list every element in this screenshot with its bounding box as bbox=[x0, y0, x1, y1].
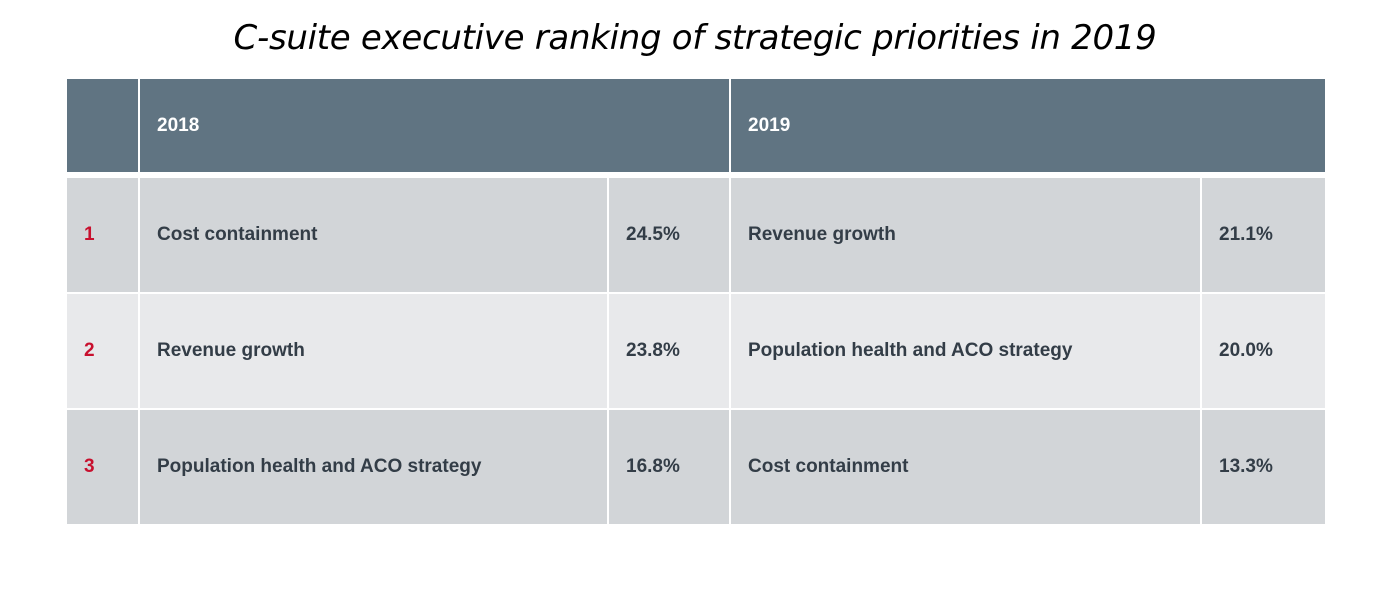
percent-2019-cell: 21.1% bbox=[1202, 178, 1325, 292]
priority-2019-cell: Population health and ACO strategy bbox=[731, 294, 1200, 408]
priority-2019-cell: Revenue growth bbox=[731, 178, 1200, 292]
percent-2019-cell: 20.0% bbox=[1202, 294, 1325, 408]
page-title: C-suite executive ranking of strategic p… bbox=[233, 18, 1157, 58]
rank-cell: 2 bbox=[67, 294, 138, 408]
header-year-2019: 2019 bbox=[731, 79, 1325, 172]
percent-2019-cell: 13.3% bbox=[1202, 410, 1325, 524]
rank-cell: 3 bbox=[67, 410, 138, 524]
percent-2018-cell: 24.5% bbox=[609, 178, 729, 292]
priority-2018-cell: Population health and ACO strategy bbox=[140, 410, 607, 524]
priority-2019-cell: Cost containment bbox=[731, 410, 1200, 524]
rank-cell: 1 bbox=[67, 178, 138, 292]
priority-2018-cell: Revenue growth bbox=[140, 294, 607, 408]
header-year-2018: 2018 bbox=[140, 79, 729, 172]
priority-2018-cell: Cost containment bbox=[140, 178, 607, 292]
percent-2018-cell: 23.8% bbox=[609, 294, 729, 408]
percent-2018-cell: 16.8% bbox=[609, 410, 729, 524]
header-rank-cell bbox=[67, 79, 138, 172]
